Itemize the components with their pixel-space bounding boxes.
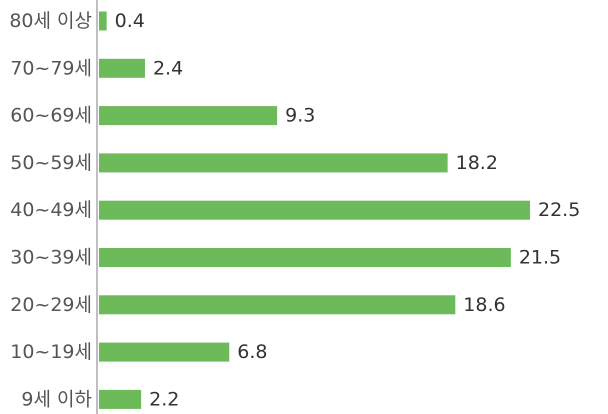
bar [99,200,530,220]
value-label: 6.8 [237,341,267,363]
category-label: 60~69세 [10,105,92,127]
bar [99,11,107,31]
bar [99,389,142,409]
value-label: 2.4 [153,57,183,79]
category-label: 70~79세 [10,57,92,79]
category-label: 30~39세 [10,247,92,269]
bar [99,295,456,315]
bar [99,342,230,362]
bar [99,248,511,267]
bar-row: 10~19세 6.8 [10,341,267,363]
bar-row: 40~49세 22.5 [10,199,580,221]
value-label: 18.2 [456,152,498,174]
bar-row: 70~79세 2.4 [10,57,183,79]
bar-row: 20~29세 18.6 [10,294,505,316]
bar-row: 80세 이상 0.4 [9,10,145,32]
value-label: 21.5 [519,247,561,269]
bar-row: 30~39세 21.5 [10,247,561,269]
value-label: 2.2 [149,388,179,410]
category-label: 80세 이상 [9,10,92,32]
value-label: 9.3 [285,105,315,127]
bar-row: 50~59세 18.2 [10,152,498,174]
category-label: 20~29세 [10,294,92,316]
bar-row: 60~69세 9.3 [10,105,315,127]
category-label: 40~49세 [10,199,92,221]
value-label: 0.4 [115,10,145,32]
bar [99,106,278,126]
value-label: 18.6 [463,294,505,316]
bar [99,58,145,78]
bar [99,153,448,173]
category-label: 10~19세 [10,341,92,363]
bar-row: 9세 이하 2.2 [21,388,179,410]
category-label: 9세 이하 [21,388,92,410]
value-label: 22.5 [538,199,580,221]
category-label: 50~59세 [10,152,92,174]
bar-rows: 80세 이상 0.4 70~79세 2.4 60~69세 9.3 50~59세 18.2 40~… [9,10,580,410]
